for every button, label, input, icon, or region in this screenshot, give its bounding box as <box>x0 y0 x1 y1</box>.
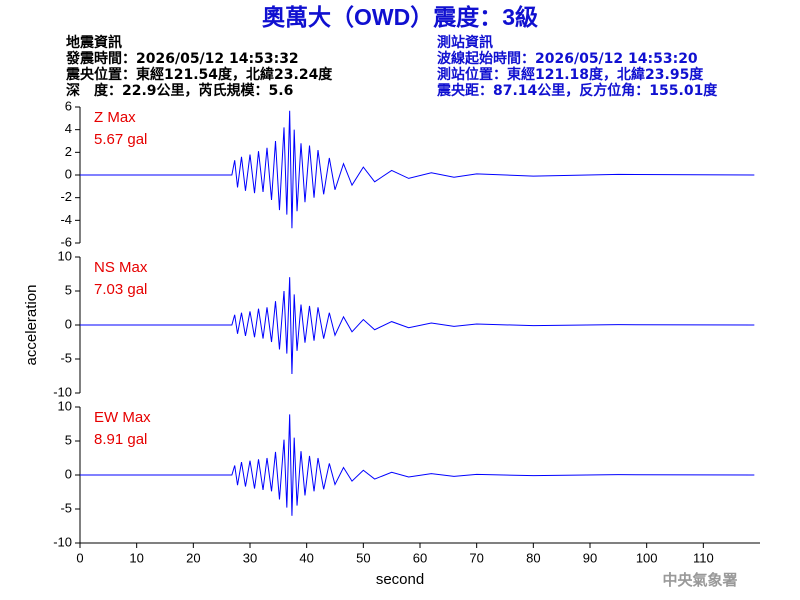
footer: 中央氣象署 <box>662 571 737 589</box>
y-tick-label: -5 <box>60 500 72 515</box>
station-info: 波線起始時間：2026/05/12 14:53:20 <box>437 50 698 67</box>
y-axis-label: acceleration <box>23 285 40 366</box>
waveform <box>80 414 755 516</box>
x-tick-label: 100 <box>636 550 658 565</box>
y-tick-label: -6 <box>60 234 72 249</box>
x-tick-label: 0 <box>76 550 83 565</box>
y-tick-label: 0 <box>65 166 72 181</box>
station-info: 測站位置：東經121.18度，北緯23.95度 <box>437 66 704 83</box>
x-axis-label: second <box>376 571 424 588</box>
max-annotation: EW Max <box>94 409 151 426</box>
y-tick-label: 6 <box>65 98 72 113</box>
y-tick-label: -10 <box>53 534 72 549</box>
y-tick-label: 0 <box>65 316 72 331</box>
station-info: 震央距：87.14公里，反方位角：155.01度 <box>436 82 718 99</box>
x-tick-label: 20 <box>186 550 200 565</box>
event-info: 震央位置：東經121.54度，北緯23.24度 <box>65 66 333 83</box>
y-tick-label: 4 <box>65 121 72 136</box>
station-info: 測站資訊 <box>437 34 493 51</box>
x-tick-label: 60 <box>413 550 427 565</box>
y-tick-label: 0 <box>65 466 72 481</box>
x-tick-label: 40 <box>299 550 313 565</box>
y-tick-label: 5 <box>65 282 72 297</box>
y-tick-label: -10 <box>53 384 72 399</box>
y-tick-label: 10 <box>58 398 72 413</box>
x-tick-label: 90 <box>583 550 597 565</box>
y-tick-label: -2 <box>60 189 72 204</box>
event-info: 地震資訊 <box>66 34 122 51</box>
waveform <box>80 110 755 229</box>
event-info: 發震時間：2026/05/12 14:53:32 <box>65 50 299 67</box>
max-annotation: 8.91 gal <box>94 431 147 448</box>
max-annotation: 7.03 gal <box>94 281 147 298</box>
y-tick-label: 2 <box>65 144 72 159</box>
max-annotation: 5.67 gal <box>94 131 147 148</box>
x-tick-label: 30 <box>243 550 257 565</box>
x-tick-label: 80 <box>526 550 540 565</box>
x-tick-label: 110 <box>693 550 714 565</box>
x-tick-label: 10 <box>129 550 143 565</box>
waveform <box>80 277 755 374</box>
x-tick-label: 50 <box>356 550 370 565</box>
y-tick-label: -4 <box>60 212 72 227</box>
x-tick-label: 70 <box>469 550 483 565</box>
max-annotation: NS Max <box>94 259 148 276</box>
y-tick-label: -5 <box>60 350 72 365</box>
max-annotation: Z Max <box>94 109 136 126</box>
y-tick-label: 10 <box>58 248 72 263</box>
title: 奧萬大（OWD）震度：3級 <box>262 4 538 30</box>
y-tick-label: 5 <box>65 432 72 447</box>
event-info: 深 度：22.9公里，芮氏規模：5.6 <box>66 82 293 99</box>
